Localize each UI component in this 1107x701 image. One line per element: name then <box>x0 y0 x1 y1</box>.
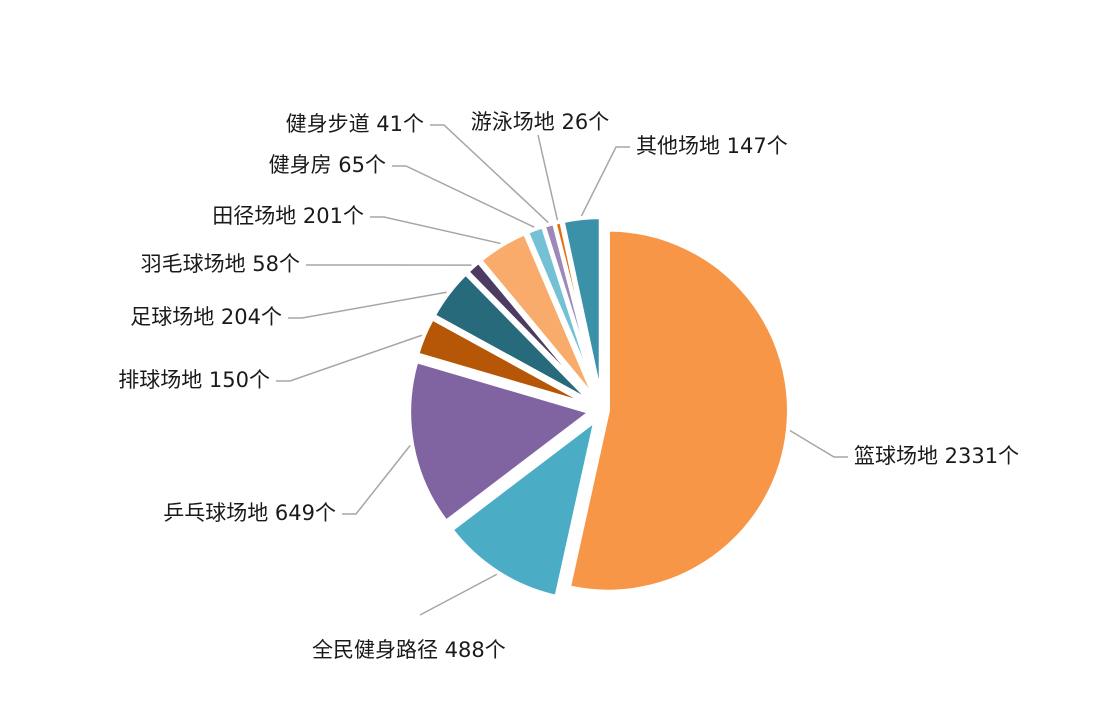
pie-slices <box>407 215 791 599</box>
slice-label-1: 篮球场地 2331个 <box>854 444 1019 468</box>
leader-line-11 <box>580 146 630 217</box>
slice-label-9: 健身步道 41个 <box>286 112 424 136</box>
leader-line-10 <box>537 134 559 221</box>
pie-slice-2 <box>449 418 598 599</box>
leader-line-5 <box>288 291 447 319</box>
slice-label-3: 乒乓球场地 649个 <box>163 501 336 525</box>
pie-slice-4 <box>415 316 593 408</box>
leader-line-8 <box>392 165 535 228</box>
pie-slice-5 <box>431 271 595 405</box>
leader-line-2 <box>419 573 498 616</box>
slice-label-7: 田径场地 201个 <box>212 204 364 228</box>
pie-slice-1 <box>566 227 791 594</box>
slice-label-5: 足球场地 204个 <box>130 305 282 329</box>
leader-line-9 <box>430 124 549 224</box>
leader-line-3 <box>342 444 411 515</box>
slice-label-11: 其他场地 147个 <box>636 134 788 158</box>
slice-label-8: 健身房 65个 <box>269 153 386 177</box>
slice-label-10: 游泳场地 26个 <box>471 110 609 134</box>
pie-slice-11 <box>560 215 603 401</box>
slice-label-6: 羽毛球场地 58个 <box>141 252 300 276</box>
pie-slice-7 <box>478 231 598 402</box>
leader-line-1 <box>789 429 848 458</box>
pie-slice-6 <box>465 259 596 404</box>
slice-label-2: 全民健身路径 488个 <box>312 638 506 662</box>
slice-label-4: 排球场地 150个 <box>118 368 270 392</box>
leader-line-7 <box>370 216 501 245</box>
leader-line-4 <box>276 334 423 382</box>
leader-lines <box>276 124 848 616</box>
pie-slice-3 <box>407 359 593 524</box>
